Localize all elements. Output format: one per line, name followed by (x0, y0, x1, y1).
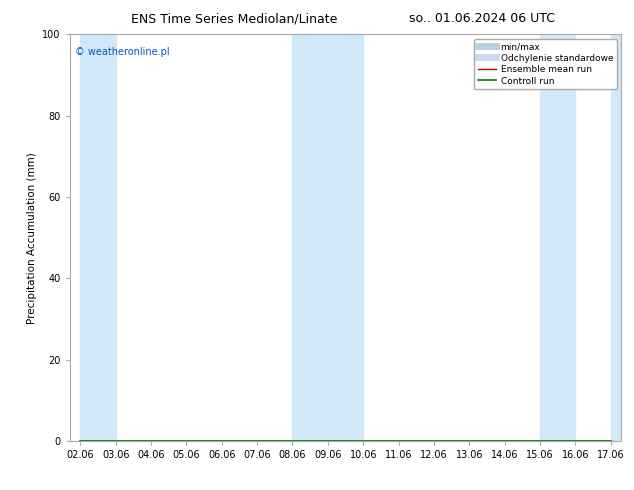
Bar (611, 34, 628, 441)
Bar (81, 34, 115, 441)
Legend: min/max, Odchylenie standardowe, Ensemble mean run, Controll run: min/max, Odchylenie standardowe, Ensembl… (474, 39, 617, 89)
Text: so.. 01.06.2024 06 UTC: so.. 01.06.2024 06 UTC (409, 12, 555, 25)
Text: ENS Time Series Mediolan/Linate: ENS Time Series Mediolan/Linate (131, 12, 338, 25)
Y-axis label: Precipitation Accumulation (mm): Precipitation Accumulation (mm) (27, 152, 37, 323)
Bar (540, 34, 575, 441)
Bar (292, 34, 363, 441)
Text: © weatheronline.pl: © weatheronline.pl (75, 47, 170, 56)
